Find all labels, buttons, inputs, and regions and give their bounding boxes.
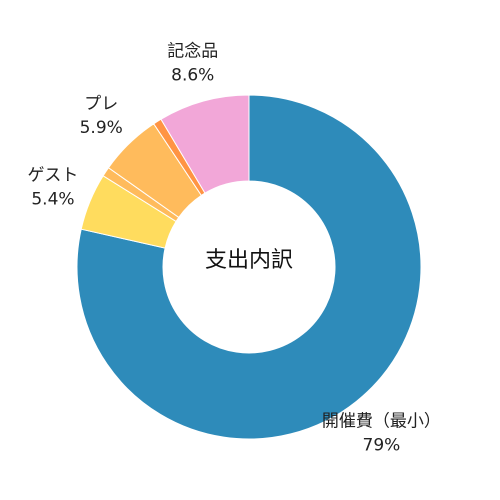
slice-label-3: プレ <box>84 94 118 114</box>
center-label: 支出内訳 <box>205 248 293 273</box>
slice-value-label-0: 79% <box>363 436 401 456</box>
slice-value-label-1: 5.4% <box>31 189 74 209</box>
slice-value-label-3: 5.9% <box>80 118 123 138</box>
donut-slices <box>76 94 422 440</box>
slice-label-1: ゲスト <box>27 165 78 185</box>
slice-5 <box>160 94 250 194</box>
slice-0 <box>76 94 422 440</box>
slice-labels: 開催費（最小） 79% ゲスト 5.4% プレ 5.9% 記念品 8.6% <box>27 41 440 456</box>
slice-label-5: 記念品 <box>167 41 218 62</box>
slice-value-label-5: 8.6% <box>171 66 214 86</box>
slice-label-0: 開催費（最小） <box>322 412 441 432</box>
